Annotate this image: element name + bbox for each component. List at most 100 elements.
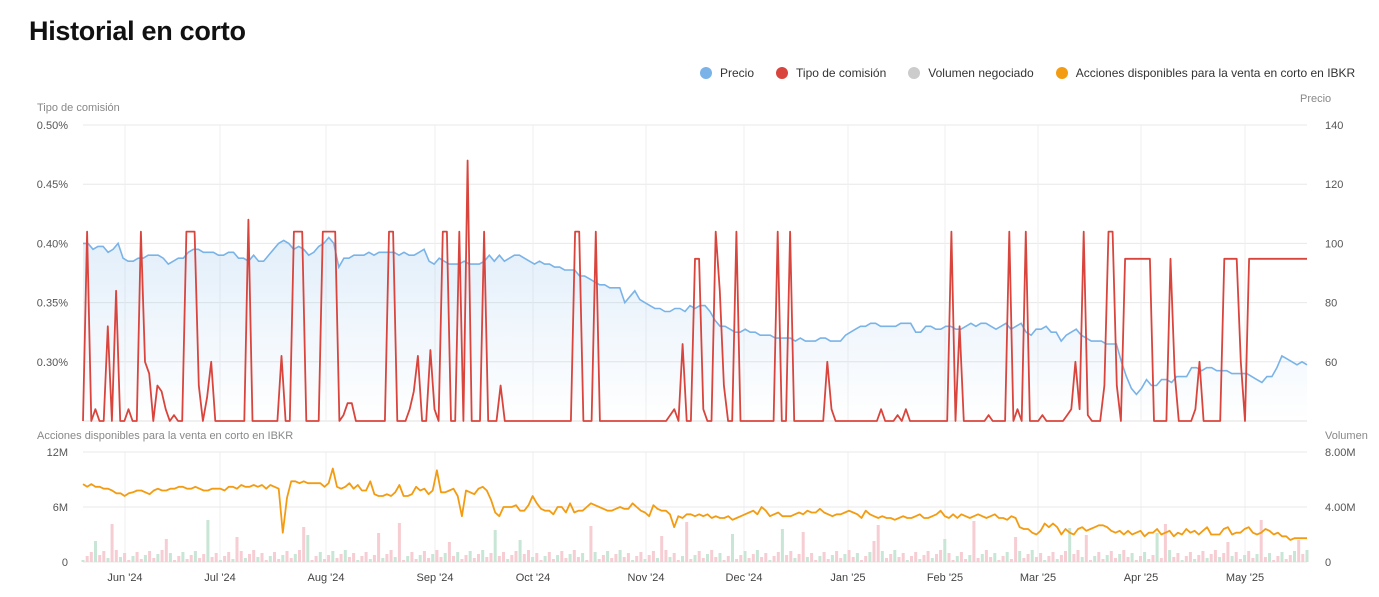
volume-bar [273,552,276,562]
volume-bar [943,539,947,562]
volume-bar [1143,552,1147,562]
volume-bar [281,555,285,562]
volume-bar [527,550,530,562]
legend-item-volumen[interactable]: Volumen negociado [908,66,1034,80]
bottom-right-tick-label: 4.00M [1325,502,1356,514]
volume-bar [389,550,393,562]
volume-bar [414,559,418,562]
volume-bar [464,555,468,562]
volume-bar [456,552,460,562]
volume-bar [160,550,164,562]
volume-bar [622,557,626,562]
volume-bar [1201,551,1205,562]
volume-bar [822,552,826,562]
volume-bar [1093,556,1097,562]
volume-bar [139,559,143,562]
volume-bar [793,558,797,562]
volume-bar [735,559,739,562]
volume-bar [1176,553,1180,562]
volume-bar [106,558,110,562]
volume-bar [360,556,364,562]
volume-bar [635,556,639,562]
volume-bar [264,560,268,562]
volume-bar [235,537,239,562]
volume-bar [1301,554,1305,562]
volume-bar [168,553,172,562]
volume-bar [1014,537,1018,562]
volume-bar [814,560,818,562]
volume-bar [830,555,834,562]
volume-bar [547,552,551,562]
x-tick-label: Jul '24 [204,572,235,584]
volume-bar [930,558,934,562]
volume-bar [268,556,272,562]
volume-bar [851,557,855,562]
volume-bar [1034,557,1038,562]
top-right-axis-title: Precio [1300,93,1332,105]
top-left-tick-label: 0.35% [37,298,68,310]
volume-bar [805,557,809,562]
volume-bar [1247,551,1251,562]
top-right-tick-label: 80 [1325,298,1337,310]
volume-bar [223,556,227,562]
volume-bar [1018,551,1022,562]
volume-bar [152,558,156,562]
volume-bar [1276,556,1280,562]
volume-bar [780,529,784,562]
volume-bar [1051,552,1055,562]
volume-bar [285,551,289,562]
volume-bar [647,555,651,562]
volume-bar [731,534,734,562]
volume-bar [939,550,943,562]
legend-item-precio[interactable]: Precio [700,66,754,80]
volume-bar [306,535,310,562]
volume-bar [522,554,526,562]
volume-bar [585,560,589,562]
volume-bar [314,556,318,562]
volume-bar [1022,558,1026,562]
volume-bar [868,552,872,562]
volume-bar [706,554,709,562]
volume-bar [826,559,830,562]
volume-bar [418,555,422,562]
volume-bar [1305,550,1309,562]
volume-bar [551,559,555,562]
volume-bar [1238,559,1242,562]
legend-item-tipo-comision[interactable]: Tipo de comisión [776,66,886,80]
volume-bar [797,554,801,562]
volume-bar [560,551,564,562]
volume-bar [543,556,547,562]
volume-bar [1234,552,1238,562]
volume-bar [810,553,814,562]
volume-bar [119,557,122,562]
legend-item-acciones[interactable]: Acciones disponibles para la venta en co… [1055,66,1355,80]
volume-bar [1159,558,1163,562]
volume-bar [1105,555,1109,562]
x-tick-label: May '25 [1226,572,1264,584]
volume-bar [676,560,680,562]
legend-label-volumen: Volumen negociado [928,66,1034,80]
volume-bar [1168,550,1172,562]
x-tick-label: Sep '24 [417,572,454,584]
volume-bar [127,560,131,562]
volume-bar [1126,557,1130,562]
volume-bar [277,559,281,562]
volume-bar [143,555,147,562]
volume-bar [681,556,684,562]
volume-bar [293,554,297,562]
volume-bar [901,553,905,562]
volume-bar [776,552,780,562]
volume-bar [368,559,372,562]
volume-bar [206,520,210,562]
volume-bar [755,550,759,562]
volume-bar [1001,556,1005,562]
volume-bar [872,541,876,562]
volume-bar [310,560,314,562]
volume-bar [439,557,443,562]
volume-bar [198,558,202,562]
volume-bar [123,553,127,562]
volume-bar [1151,555,1155,562]
volume-bar [452,556,455,562]
volume-bar [935,554,938,562]
legend-dot-precio [700,67,712,79]
